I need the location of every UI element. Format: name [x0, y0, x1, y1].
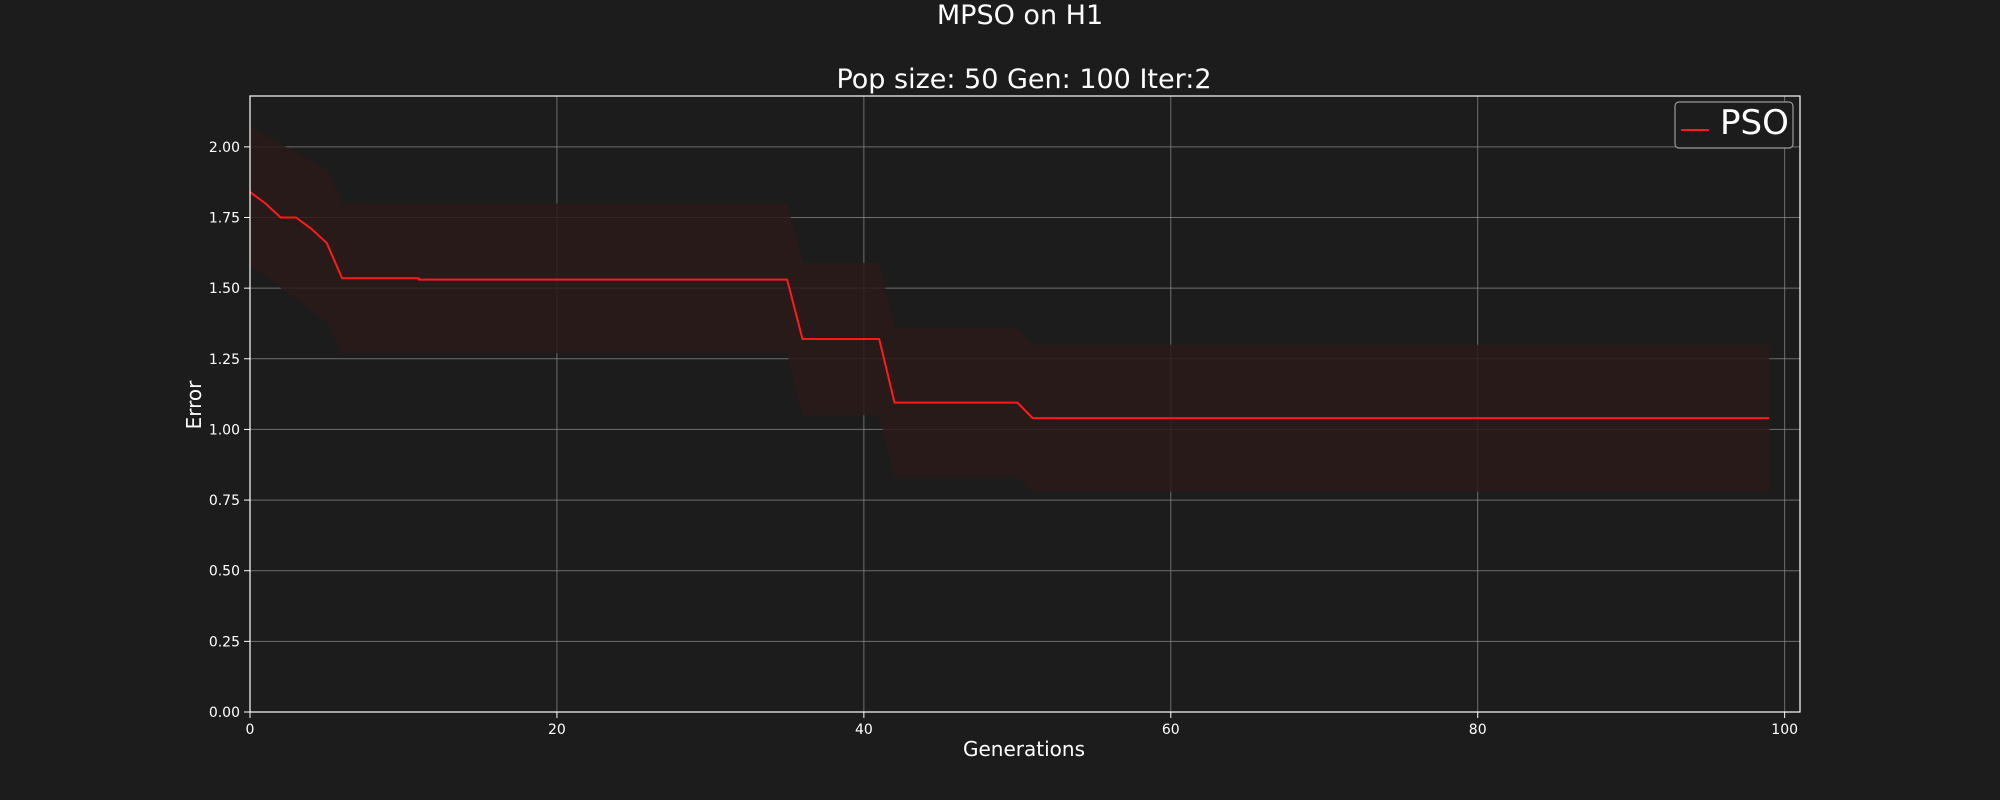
chart-title: MPSO on H1: [937, 0, 1103, 31]
series-band-pso: [250, 127, 1770, 492]
y-tick-label: 0.75: [209, 493, 240, 509]
plot-area-frame: [249, 95, 1801, 713]
legend: PSO: [1674, 101, 1794, 149]
chart-subtitle: Pop size: 50 Gen: 100 Iter:2: [836, 64, 1211, 95]
y-tick-label: 1.75: [209, 211, 240, 227]
x-axis-ticks: 0 20 40 60 80 100: [246, 712, 1798, 738]
confidence-band-layer: [250, 127, 1770, 492]
y-tick-label: 1.25: [209, 352, 240, 368]
x-tick-label: 100: [1771, 722, 1798, 738]
y-tick-label: 0.25: [209, 634, 240, 650]
x-tick-label: 40: [855, 722, 873, 738]
series-line-pso: [249, 191, 1770, 420]
y-tick-label: 1.50: [209, 281, 240, 297]
x-tick-label: 80: [1469, 722, 1487, 738]
y-tick-label: 1.00: [209, 422, 240, 438]
y-axis-ticks: 0.00 0.25 0.50 0.75 1.00 1.25 1.50 1.75 2.00: [209, 140, 250, 721]
legend-box: [1674, 101, 1794, 149]
y-tick-label: 0.50: [209, 564, 240, 580]
y-tick-label: 0.00: [209, 705, 240, 721]
series-line-layer: [249, 191, 1770, 420]
legend-entry-pso: PSO: [1720, 103, 1789, 143]
y-axis-label: Error: [182, 380, 206, 430]
x-tick-label: 0: [246, 722, 255, 738]
y-tick-label: 2.00: [209, 140, 240, 156]
x-tick-label: 20: [548, 722, 566, 738]
x-tick-label: 60: [1162, 722, 1180, 738]
x-axis-label: Generations: [963, 737, 1085, 761]
